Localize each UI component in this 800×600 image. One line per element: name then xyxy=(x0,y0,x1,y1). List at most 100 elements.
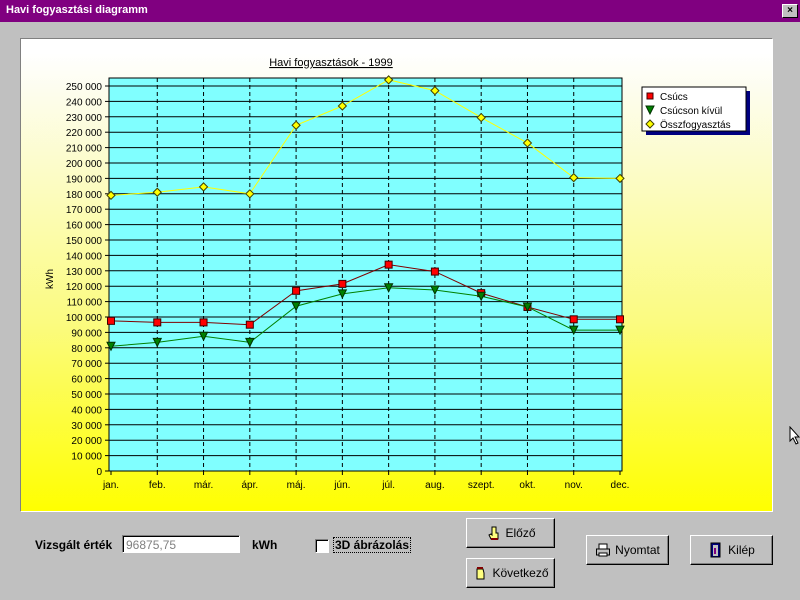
data-point-triangle xyxy=(476,291,486,302)
consumption-chart: 0 10 000 20 000 30 000 40 000 50 000 60 000 70 … xyxy=(45,57,750,491)
series-line xyxy=(110,287,620,347)
title-bar: Havi fogyasztási diagramm × xyxy=(0,0,800,22)
y-tick-label: 190 000 xyxy=(66,174,103,185)
data-point-diamond xyxy=(476,112,486,123)
data-point-diamond xyxy=(430,85,440,96)
y-tick-label: 90 000 xyxy=(71,328,102,339)
y-tick-label: 200 000 xyxy=(66,159,103,170)
exit-button-label: Kilép xyxy=(728,543,755,557)
y-tick-label: 130 000 xyxy=(66,267,103,278)
data-point-triangle xyxy=(337,289,348,300)
data-point-square xyxy=(616,315,624,324)
data-point-triangle xyxy=(291,301,301,312)
hand-right-icon xyxy=(476,567,485,580)
x-tick-label: nov. xyxy=(565,480,583,491)
data-point-diamond xyxy=(245,189,255,199)
print-button[interactable]: Nyomtat xyxy=(586,535,669,565)
data-point-diamond xyxy=(198,182,209,192)
data-point-triangle xyxy=(198,331,209,342)
series-line xyxy=(110,79,621,196)
x-tick-label: aug. xyxy=(425,480,444,491)
3d-checkbox-label[interactable]: 3D ábrázolás xyxy=(333,537,412,553)
series-line xyxy=(110,264,620,326)
y-tick-label: 80 000 xyxy=(71,344,102,355)
legend-label: Csúcson kívül xyxy=(660,106,722,117)
previous-button[interactable]: Előző xyxy=(466,518,555,548)
data-point-triangle xyxy=(245,337,255,348)
3d-checkbox[interactable] xyxy=(315,539,329,553)
window-title: Havi fogyasztási diagramm xyxy=(6,4,148,16)
data-point-triangle xyxy=(430,285,440,296)
y-tick-label: 120 000 xyxy=(66,282,103,293)
x-tick-label: jún. xyxy=(333,480,350,491)
printer-icon xyxy=(596,543,611,557)
data-point-square xyxy=(107,316,115,325)
data-point-diamond xyxy=(615,173,625,184)
x-tick-label: szept. xyxy=(468,480,495,491)
y-tick-label: 60 000 xyxy=(71,375,102,386)
data-point-square xyxy=(338,279,347,288)
legend-label: Összfogyasztás xyxy=(660,119,731,131)
mouse-cursor-icon xyxy=(789,426,800,445)
next-button[interactable]: Következő xyxy=(466,558,555,588)
legend-box xyxy=(641,86,747,132)
y-tick-label: 140 000 xyxy=(66,251,103,262)
y-tick-label: 210 000 xyxy=(66,144,103,155)
hand-left-icon xyxy=(488,526,499,540)
data-point-diamond xyxy=(522,138,533,148)
y-tick-label: 100 000 xyxy=(66,313,103,324)
chart-title: Havi fogyasztások - 1999 xyxy=(269,57,393,69)
x-tick-label: júl. xyxy=(381,480,395,491)
y-axis-label: kWh xyxy=(45,269,56,289)
data-point-square xyxy=(430,267,439,276)
x-tick-label: dec. xyxy=(611,480,630,491)
y-tick-label: 40 000 xyxy=(71,405,102,416)
data-point-diamond xyxy=(106,190,116,201)
x-tick-label: ápr. xyxy=(241,480,258,491)
y-tick-label: 70 000 xyxy=(71,359,102,370)
data-point-triangle xyxy=(106,341,116,352)
y-tick-label: 150 000 xyxy=(66,236,103,247)
print-button-label: Nyomtat xyxy=(615,543,660,557)
close-button[interactable]: × xyxy=(782,4,798,18)
legend-label: Csúcs xyxy=(660,92,688,103)
exit-door-icon xyxy=(710,542,721,558)
legend-marker xyxy=(645,105,655,116)
unit-label: kWh xyxy=(252,538,278,552)
previous-button-label: Előző xyxy=(505,526,536,540)
legend-marker xyxy=(646,92,654,100)
data-point-triangle xyxy=(383,283,394,293)
y-tick-label: 160 000 xyxy=(66,221,103,232)
x-tick-label: jan. xyxy=(102,480,119,491)
y-tick-label: 220 000 xyxy=(66,128,103,139)
data-point-diamond xyxy=(337,101,348,111)
y-tick-label: 240 000 xyxy=(66,97,103,108)
examined-value-field[interactable]: 96875,75 xyxy=(122,535,240,553)
x-tick-label: máj. xyxy=(287,480,306,491)
data-point-square xyxy=(199,318,208,327)
exit-button[interactable]: Kilép xyxy=(690,535,773,565)
data-point-square xyxy=(245,320,254,329)
examined-value-label: Vizsgált érték xyxy=(35,538,113,552)
data-point-diamond xyxy=(569,172,579,183)
data-point-square xyxy=(384,260,393,269)
y-tick-label: 10 000 xyxy=(71,452,102,463)
data-point-square xyxy=(292,286,301,295)
legend-marker xyxy=(645,119,655,129)
x-tick-label: okt. xyxy=(519,480,535,491)
y-tick-label: 180 000 xyxy=(66,190,103,201)
data-point-triangle xyxy=(615,325,625,336)
chart-panel: 0 10 000 20 000 30 000 40 000 50 000 60 000 70 … xyxy=(20,38,773,512)
y-tick-label: 50 000 xyxy=(71,390,102,401)
data-point-diamond xyxy=(291,120,301,130)
y-tick-label: 0 xyxy=(96,467,102,478)
data-point-triangle xyxy=(152,337,163,348)
data-point-square xyxy=(569,315,578,324)
y-tick-label: 110 000 xyxy=(67,298,103,309)
data-point-diamond xyxy=(383,75,394,85)
data-point-square xyxy=(153,318,162,327)
x-tick-label: feb. xyxy=(149,480,166,491)
x-tick-label: már. xyxy=(194,480,213,491)
y-tick-label: 30 000 xyxy=(71,421,102,432)
data-point-triangle xyxy=(568,325,579,336)
